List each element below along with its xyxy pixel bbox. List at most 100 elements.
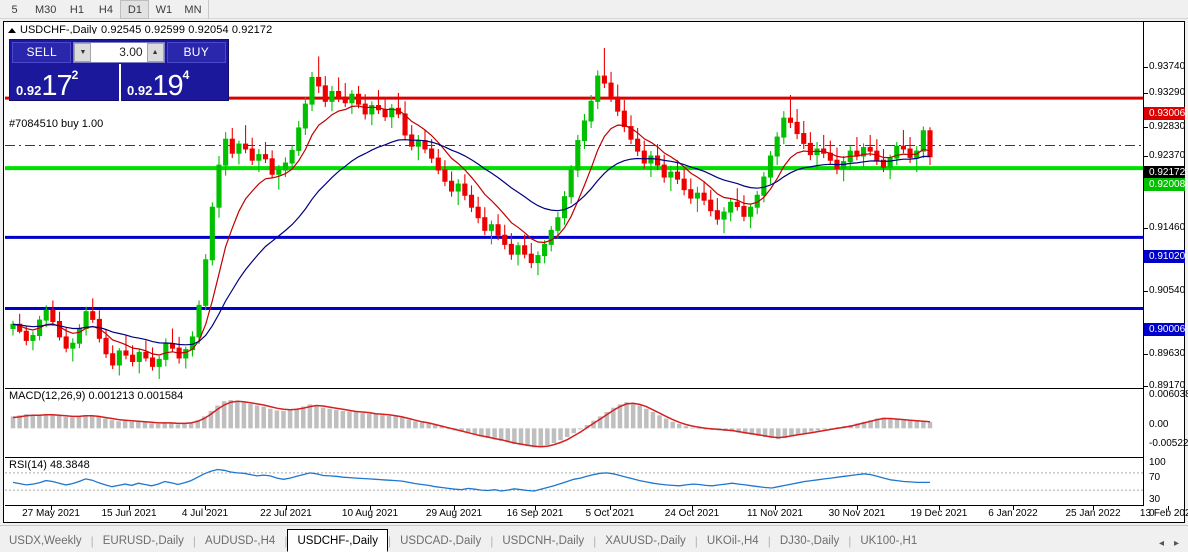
buy-price-quote[interactable]: 0.92 19 4 xyxy=(119,64,230,101)
macd-histogram-bar xyxy=(564,428,570,438)
sell-button[interactable]: SELL xyxy=(12,41,72,63)
price-tick-label: 0.90540 xyxy=(1149,285,1186,296)
time-tick-mark xyxy=(129,506,130,510)
macd-histogram-bar xyxy=(235,401,240,429)
chevron-up-icon[interactable]: ▲ xyxy=(146,42,164,62)
candle-body xyxy=(10,323,16,330)
macd-histogram-bar xyxy=(789,428,794,437)
candle-body xyxy=(30,335,36,341)
tab-separator: | xyxy=(767,534,771,548)
candle-body xyxy=(442,169,448,182)
buy-button[interactable]: BUY xyxy=(166,41,226,63)
macd-histogram-bar xyxy=(571,428,576,434)
resistance-level-badge[interactable]: 0.93006 xyxy=(1144,107,1185,120)
macd-histogram-bar xyxy=(360,413,365,429)
sell-price-quote[interactable]: 0.92 17 2 xyxy=(10,64,119,101)
time-tick-mark xyxy=(205,506,206,510)
candle-body xyxy=(322,85,328,102)
tab-scroll-controls[interactable]: ◂ ▸ xyxy=(1159,538,1188,552)
candle-body xyxy=(588,100,594,122)
candle-body xyxy=(767,155,774,178)
macd-scale-label: 0.006038 xyxy=(1149,389,1188,400)
macd-signal-line xyxy=(12,400,931,448)
buy-price-fraction: 4 xyxy=(182,68,190,82)
rsi-scale-label: 70 xyxy=(1149,472,1161,483)
chart-tab-usdcad-daily[interactable]: USDCAD-,Daily xyxy=(400,535,482,547)
candle-body xyxy=(508,243,514,255)
bid-price-badge[interactable]: 0.92172 xyxy=(1144,166,1185,179)
candle-body xyxy=(309,76,315,105)
chart-tab-usdx-weekly[interactable]: USDX,Weekly xyxy=(9,535,82,547)
candle-body xyxy=(608,82,614,98)
chart-tab-usdchf-daily[interactable]: USDCHF-,Daily xyxy=(287,529,388,552)
time-axis-label: 15 Jun 2021 xyxy=(101,508,157,519)
candle-body xyxy=(927,130,933,158)
time-axis-label: 19 Dec 2021 xyxy=(910,508,968,519)
price-scale[interactable]: 0.937400.932900.928300.923700.919200.914… xyxy=(1143,22,1188,522)
time-axis-label: 25 Jan 2022 xyxy=(1065,508,1121,519)
chart-tab-usdcnh-daily[interactable]: USDCNH-,Daily xyxy=(502,535,585,547)
chart-tab-dj30-daily[interactable]: DJ30-,Daily xyxy=(779,535,840,547)
macd-histogram-bar xyxy=(347,411,352,429)
price-tick-label: 0.93740 xyxy=(1149,61,1186,72)
macd-histogram-bar xyxy=(927,421,933,429)
candle-body xyxy=(794,121,800,135)
macd-histogram-bar xyxy=(63,416,69,429)
scroll-left-icon[interactable]: ◂ xyxy=(1158,538,1164,549)
candle-body xyxy=(169,343,176,349)
macd-histogram-bar xyxy=(815,428,821,431)
time-axis-label: 5 Oct 2021 xyxy=(585,508,635,519)
timeframe-button-d1[interactable]: D1 xyxy=(120,0,150,19)
time-axis-label: 30 Nov 2021 xyxy=(828,508,886,519)
chart-tab-audusd-h4[interactable]: AUDUSD-,H4 xyxy=(205,535,276,547)
timeframe-button-w1[interactable]: W1 xyxy=(155,3,173,16)
volume-value[interactable]: 3.00 xyxy=(119,45,143,59)
macd-pane[interactable]: MACD(12,26,9) 0.001213 0.001584 xyxy=(5,388,1145,456)
time-scale[interactable]: 27 May 2021 15 Jun 2021 4 Jul 2021 22 Jul 2… xyxy=(5,505,1188,522)
macd-histogram-bar xyxy=(498,428,504,441)
timeframe-button-h4[interactable]: H4 xyxy=(98,3,113,16)
candle-body xyxy=(495,224,501,236)
candle-body xyxy=(841,161,847,170)
timeframe-button-5[interactable]: 5 xyxy=(11,3,18,16)
chart-tab-xauusd-daily[interactable]: XAUUSD-,Daily xyxy=(605,535,686,547)
chart-tabs: USDX,Weekly | EURUSD-,Daily | AUDUSD-,H4 | USD… xyxy=(0,525,1159,552)
chart-tab-uk100-h1[interactable]: UK100-,H1 xyxy=(860,535,918,547)
blue-level-2-badge[interactable]: 0.90006 xyxy=(1144,323,1185,336)
chart-canvas-window[interactable]: USDCHF-,Daily 0.92545 0.92599 0.92054 0.… xyxy=(3,21,1188,523)
time-tick-mark xyxy=(454,506,455,510)
scroll-right-icon[interactable]: ▸ xyxy=(1173,538,1179,549)
chart-tab-eurusd-daily[interactable]: EURUSD-,Daily xyxy=(102,535,184,547)
volume-input[interactable]: ▼ 3.00 ▲ xyxy=(73,41,165,63)
timeframe-button-m30[interactable]: M30 xyxy=(35,3,57,16)
candle-body xyxy=(90,311,96,320)
macd-histogram-bar xyxy=(43,414,49,429)
macd-histogram-bar xyxy=(584,425,590,429)
support-level-badge[interactable]: 0.92008 xyxy=(1144,178,1185,191)
macd-histogram-bar xyxy=(50,414,55,429)
price-tick-mark xyxy=(1144,291,1148,292)
candle-body xyxy=(123,350,129,356)
macd-histogram-bar xyxy=(650,412,656,429)
macd-histogram-bar xyxy=(683,426,689,429)
blue-level-1-badge[interactable]: 0.91020 xyxy=(1144,250,1185,263)
candle-body xyxy=(535,255,541,264)
macd-histogram-bar xyxy=(89,415,95,429)
time-tick-mark xyxy=(535,506,536,510)
one-click-trading-panel[interactable]: SELL ▼ 3.00 ▲ BUY 0.92 17 2 0.92 19 4 xyxy=(9,39,229,101)
rsi-pane[interactable]: RSI(14) 48.3848 xyxy=(5,457,1145,505)
timeframe-button-group: 5 M30 H1 H4 D1 W1 MN xyxy=(0,0,209,19)
macd-histogram-bar xyxy=(855,423,860,429)
candle-body xyxy=(103,337,109,355)
macd-histogram-bar xyxy=(874,418,880,429)
price-tick-mark xyxy=(1144,386,1148,387)
macd-histogram-bar xyxy=(611,407,616,429)
timeframe-button-h1[interactable]: H1 xyxy=(69,3,84,16)
chevron-down-icon[interactable]: ▼ xyxy=(74,42,92,62)
macd-histogram-bar xyxy=(215,405,220,429)
price-tick-label: 0.92830 xyxy=(1149,121,1186,132)
chart-tab-ukoil-h4[interactable]: UKOil-,H4 xyxy=(706,535,759,547)
candle-body xyxy=(761,176,767,196)
timeframe-button-mn[interactable]: MN xyxy=(184,3,202,16)
